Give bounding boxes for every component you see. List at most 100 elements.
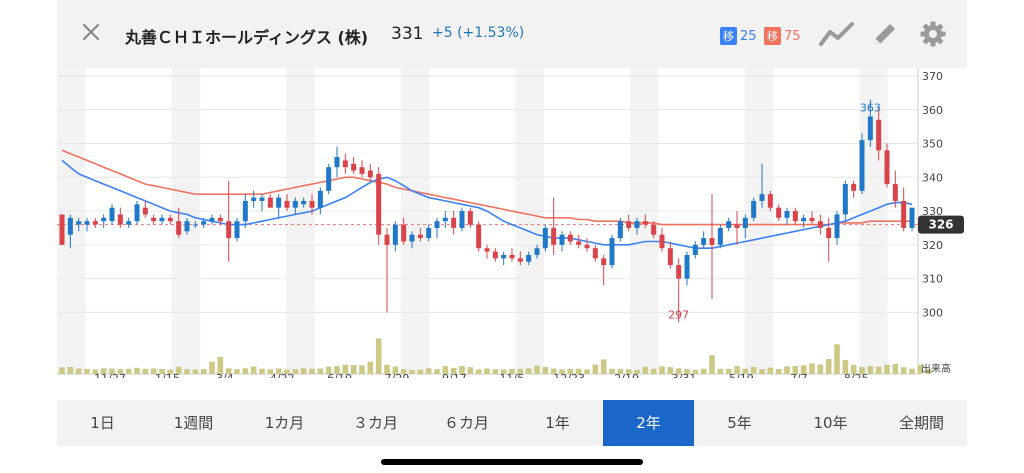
candlestick-chart[interactable]: 370 360 350 340 330 320 310 300 出来高 363 297 326 11/2…	[0, 68, 1024, 385]
tab-period-5[interactable]: 1年	[545, 414, 570, 432]
volume-bar	[192, 369, 199, 374]
volume-bar	[384, 364, 390, 374]
candle-body	[567, 234, 573, 242]
volume-bar	[109, 368, 115, 374]
volume-bar	[467, 367, 474, 374]
tab-period-9[interactable]: 全期間	[898, 414, 944, 432]
candle-body	[667, 248, 673, 266]
x-tick-label: 11/5	[499, 372, 524, 378]
volume-bar	[234, 369, 240, 374]
candle-body	[576, 241, 582, 245]
volume-bar	[342, 364, 349, 374]
volume-bar	[100, 368, 107, 374]
tab-period-8[interactable]: 10年	[813, 414, 848, 432]
volume-bar	[517, 368, 524, 374]
gear-icon[interactable]	[919, 20, 947, 48]
tab-period-0[interactable]: 1日	[90, 414, 115, 432]
volume-label: 出来高	[921, 362, 951, 375]
volume-bar	[617, 369, 624, 374]
candle-body	[776, 207, 782, 218]
ma25-indicator[interactable]: 移 25	[720, 27, 757, 45]
candle-body	[876, 119, 882, 151]
chart-area[interactable]: 370 360 350 340 330 320 310 300 出来高 363 297 326 11/2…	[0, 68, 1024, 385]
candle-body	[317, 190, 323, 208]
candle-body	[826, 227, 832, 239]
tab-period-7[interactable]: 5年	[727, 414, 752, 432]
volume-bar	[150, 368, 157, 374]
volume-bar	[867, 366, 874, 374]
volume-bar	[300, 368, 307, 374]
price-change: +5 (+1.53%)	[432, 25, 525, 41]
volume-bar	[459, 366, 465, 374]
low-annotation: 297	[668, 308, 689, 321]
candle-body	[326, 167, 332, 191]
candle-body	[184, 221, 190, 232]
candle-body	[651, 224, 657, 235]
candle-body	[542, 227, 548, 249]
candle-body	[384, 234, 390, 245]
volume-bar	[184, 369, 190, 374]
candle-body	[359, 167, 365, 174]
candle-body	[642, 221, 648, 225]
ma75-line	[61, 149, 912, 226]
volume-bar	[884, 364, 890, 374]
volume-bar	[892, 363, 899, 374]
candle-body	[192, 224, 198, 226]
volume-bar	[350, 364, 357, 374]
candle-body	[492, 251, 498, 259]
candle-body	[201, 221, 207, 225]
pencil-icon[interactable]	[871, 20, 899, 48]
current-price-badge	[918, 215, 964, 234]
volume-bar	[667, 367, 674, 374]
volume-bar	[525, 368, 532, 374]
volume-bar	[609, 368, 615, 374]
y-tick-label: 320	[922, 239, 943, 252]
candle-body	[276, 197, 282, 208]
volume-bar	[534, 365, 540, 374]
close-icon[interactable]	[79, 20, 103, 44]
tab-period-1[interactable]: 1週間	[173, 414, 214, 432]
x-tick-label: 5/19	[729, 372, 754, 378]
ma75-indicator[interactable]: 移 75	[764, 27, 801, 45]
tab-period-2[interactable]: 1カ月	[264, 414, 305, 432]
candle-body	[259, 197, 265, 201]
volume-bar	[875, 366, 882, 374]
candle-body	[617, 221, 623, 239]
candle-body	[726, 221, 732, 228]
volume-bar	[367, 361, 374, 374]
volume-bar	[417, 369, 424, 374]
x-tick-label: 12/23	[553, 372, 585, 378]
candle-body	[626, 221, 632, 228]
candle-body	[909, 207, 915, 228]
x-tick-label: 1/15	[155, 372, 180, 378]
x-tick-label: 6/10	[327, 372, 352, 378]
volume-bar	[742, 368, 749, 374]
stripe	[171, 68, 201, 374]
candle-body	[92, 221, 98, 225]
y-tick-label: 310	[922, 273, 943, 286]
ma75-tag: 移	[764, 27, 781, 45]
candle-body	[759, 194, 765, 201]
home-indicator[interactable]	[381, 459, 643, 465]
volume-bar	[267, 369, 274, 374]
candle-body	[834, 214, 840, 239]
candle-body	[859, 140, 865, 191]
volume-bar	[709, 355, 715, 374]
volume-bar	[917, 364, 924, 374]
volume-bar	[500, 369, 507, 374]
volume-bar	[650, 368, 657, 374]
tab-period-6[interactable]: 2年	[603, 400, 694, 446]
volume-bar	[792, 366, 799, 374]
candle-body	[217, 217, 223, 222]
candle-body	[292, 200, 298, 208]
line-chart-icon[interactable]	[819, 20, 855, 48]
volume-bar	[600, 359, 607, 374]
tab-period-4[interactable]: ６カ月	[443, 414, 489, 432]
candle-body	[609, 238, 615, 266]
tab-period-3[interactable]: ３カ月	[352, 414, 398, 432]
candle-body	[59, 214, 65, 245]
volume-bar	[784, 366, 790, 374]
candle-body	[301, 200, 307, 205]
volume-bar	[450, 367, 457, 374]
